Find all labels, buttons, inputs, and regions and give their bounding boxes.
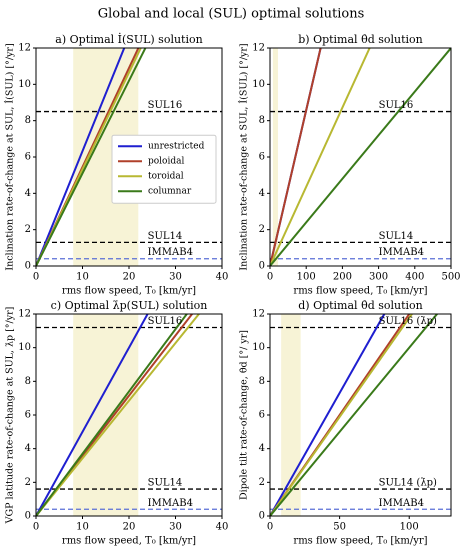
panel-title: c) Optimal λ̇p(SUL) solution xyxy=(51,299,208,312)
reference-label: IMMAB4 xyxy=(148,247,193,258)
series-line xyxy=(270,48,451,266)
x-tick-label: 50 xyxy=(333,522,346,533)
y-tick-label: 6 xyxy=(25,410,31,421)
y-tick-label: 12 xyxy=(18,43,31,54)
series-line xyxy=(36,48,142,266)
x-tick-label: 10 xyxy=(76,272,89,283)
y-tick-label: 8 xyxy=(25,376,31,387)
y-tick-label: 0 xyxy=(25,261,31,272)
plot-area xyxy=(270,48,451,266)
y-tick-label: 12 xyxy=(252,43,265,54)
x-tick-label: 100 xyxy=(400,522,419,533)
x-tick-label: 30 xyxy=(169,522,182,533)
x-tick-label: 500 xyxy=(441,272,460,283)
legend-label: unrestricted xyxy=(148,142,205,152)
series-line xyxy=(36,314,201,516)
reference-label: IMMAB4 xyxy=(148,498,193,509)
x-axis-label: rms flow speed, T₀ [km/yr] xyxy=(62,286,196,297)
y-tick-label: 2 xyxy=(25,477,31,488)
plot-area xyxy=(36,314,222,516)
y-axis-label: Inclination rate-of-change at SUL, İ(SUL… xyxy=(238,43,250,270)
series-line xyxy=(36,314,189,516)
y-tick-label: 8 xyxy=(259,376,265,387)
legend-label: columnar xyxy=(148,187,192,197)
series-line xyxy=(270,48,371,266)
legend-box xyxy=(111,134,217,204)
shaded-region xyxy=(272,48,278,266)
figure-title: Global and local (SUL) optimal solutions xyxy=(98,7,365,22)
series-line xyxy=(36,48,147,266)
y-tick-label: 12 xyxy=(18,309,31,320)
y-tick-label: 10 xyxy=(252,342,265,353)
panel-title: d) Optimal θ̇d solution xyxy=(298,299,423,312)
legend-label: poloidal xyxy=(148,157,184,167)
x-tick-label: 0 xyxy=(33,522,39,533)
series-line xyxy=(270,314,414,516)
reference-label: SUL16 xyxy=(379,100,414,111)
reference-label: SUL14 xyxy=(379,231,414,242)
x-tick-label: 40 xyxy=(216,272,229,283)
reference-label: SUL14 (λ̇p) xyxy=(379,478,437,489)
y-axis-label: VGP latitude rate-of-change at SUL, λ̇p … xyxy=(5,307,16,525)
series-line xyxy=(270,314,386,516)
y-tick-label: 0 xyxy=(259,261,265,272)
series-line xyxy=(36,314,149,516)
y-tick-label: 4 xyxy=(259,443,265,454)
y-tick-label: 2 xyxy=(259,477,265,488)
y-tick-label: 12 xyxy=(252,309,265,320)
y-tick-label: 2 xyxy=(259,224,265,235)
series-line xyxy=(270,314,439,516)
reference-label: SUL16 xyxy=(148,100,183,111)
x-tick-label: 300 xyxy=(369,272,388,283)
y-tick-label: 10 xyxy=(18,79,31,90)
shaded-region xyxy=(73,314,139,516)
x-tick-label: 0 xyxy=(267,522,273,533)
legend-label: toroidal xyxy=(148,172,184,182)
x-axis-label: rms flow speed, T₀ [km/yr] xyxy=(293,536,427,547)
x-tick-label: 100 xyxy=(297,272,316,283)
x-axis-label: rms flow speed, T₀ [km/yr] xyxy=(62,536,196,547)
panel-title: a) Optimal İ(SUL) solution xyxy=(55,32,202,46)
y-tick-label: 0 xyxy=(25,511,31,522)
x-tick-label: 200 xyxy=(333,272,352,283)
y-tick-label: 4 xyxy=(25,443,31,454)
series-line xyxy=(270,48,322,266)
y-tick-label: 6 xyxy=(25,152,31,163)
x-tick-label: 20 xyxy=(123,272,136,283)
x-tick-label: 0 xyxy=(267,272,273,283)
shaded-region xyxy=(281,314,301,516)
y-tick-label: 6 xyxy=(259,410,265,421)
plot-area xyxy=(270,314,451,516)
y-axis-label: Inclination rate-of-change at SUL, İ(SUL… xyxy=(4,43,16,270)
series-line xyxy=(36,48,126,266)
y-tick-label: 6 xyxy=(259,152,265,163)
x-tick-label: 20 xyxy=(123,522,136,533)
y-axis-label: Dipole tilt rate-of-change, θ̇d [°/ yr] xyxy=(239,330,250,500)
reference-label: SUL16 xyxy=(148,316,183,327)
y-tick-label: 0 xyxy=(259,511,265,522)
y-tick-label: 2 xyxy=(25,224,31,235)
x-tick-label: 30 xyxy=(169,272,182,283)
y-tick-label: 8 xyxy=(259,115,265,126)
reference-label: SUL16 (λ̇p) xyxy=(379,316,437,327)
y-tick-label: 8 xyxy=(25,115,31,126)
x-tick-label: 0 xyxy=(33,272,39,283)
panel-title: b) Optimal θ̇d solution xyxy=(298,33,423,46)
y-tick-label: 10 xyxy=(18,342,31,353)
y-tick-label: 4 xyxy=(25,188,31,199)
reference-label: IMMAB4 xyxy=(379,247,424,258)
reference-label: SUL14 xyxy=(148,231,183,242)
x-tick-label: 40 xyxy=(216,522,229,533)
x-axis-label: rms flow speed, T₀ [km/yr] xyxy=(293,286,427,297)
y-tick-label: 10 xyxy=(252,79,265,90)
reference-label: IMMAB4 xyxy=(379,498,424,509)
y-tick-label: 4 xyxy=(259,188,265,199)
x-tick-label: 400 xyxy=(405,272,424,283)
x-tick-label: 10 xyxy=(76,522,89,533)
reference-label: SUL14 xyxy=(148,478,183,489)
